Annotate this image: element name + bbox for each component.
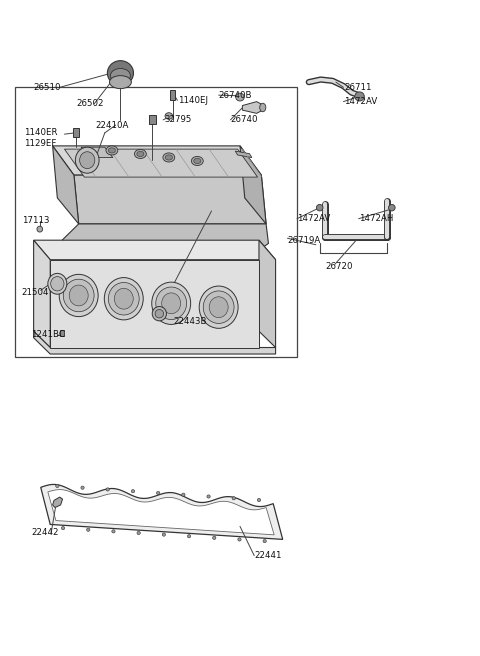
Ellipse shape	[61, 527, 65, 530]
Bar	[14, 87, 297, 358]
Polygon shape	[81, 147, 113, 157]
Ellipse shape	[114, 289, 133, 309]
Ellipse shape	[137, 531, 140, 535]
Ellipse shape	[238, 538, 241, 541]
Ellipse shape	[162, 293, 180, 314]
Ellipse shape	[355, 92, 364, 101]
Text: 17113: 17113	[22, 216, 49, 225]
Ellipse shape	[162, 533, 166, 536]
Ellipse shape	[156, 287, 187, 319]
Text: 26720: 26720	[325, 262, 353, 271]
Ellipse shape	[106, 488, 109, 491]
Ellipse shape	[165, 113, 173, 119]
Ellipse shape	[263, 539, 266, 543]
Ellipse shape	[108, 148, 116, 153]
Ellipse shape	[108, 283, 139, 315]
Ellipse shape	[134, 150, 146, 159]
Bar	[149, 115, 156, 125]
Ellipse shape	[388, 205, 395, 211]
Text: 21504: 21504	[22, 288, 49, 297]
Ellipse shape	[51, 277, 64, 291]
Text: 26740: 26740	[230, 115, 258, 125]
Polygon shape	[74, 175, 266, 224]
Text: 22410A: 22410A	[96, 121, 129, 130]
Ellipse shape	[199, 286, 238, 328]
Ellipse shape	[192, 156, 203, 165]
Polygon shape	[240, 146, 266, 224]
Ellipse shape	[106, 146, 118, 155]
Ellipse shape	[48, 274, 67, 294]
Ellipse shape	[81, 486, 84, 489]
Polygon shape	[53, 497, 62, 508]
Ellipse shape	[236, 93, 244, 101]
Text: 1472AV: 1472AV	[297, 215, 330, 223]
Polygon shape	[242, 102, 263, 113]
Polygon shape	[64, 149, 258, 177]
Bar	[170, 90, 176, 100]
Text: 1140ER: 1140ER	[24, 129, 58, 137]
Polygon shape	[53, 146, 79, 224]
Polygon shape	[259, 240, 276, 348]
Polygon shape	[41, 484, 283, 539]
Polygon shape	[235, 151, 252, 157]
Ellipse shape	[109, 75, 132, 89]
Polygon shape	[62, 224, 268, 256]
Polygon shape	[48, 489, 274, 535]
Ellipse shape	[75, 147, 99, 173]
Ellipse shape	[156, 491, 160, 495]
Ellipse shape	[232, 497, 235, 500]
Ellipse shape	[152, 306, 167, 321]
Bar	[60, 330, 64, 337]
Ellipse shape	[165, 155, 172, 160]
Text: 26711: 26711	[344, 83, 372, 92]
Ellipse shape	[316, 205, 323, 211]
Ellipse shape	[257, 499, 261, 502]
Ellipse shape	[203, 291, 234, 323]
Ellipse shape	[260, 103, 266, 112]
Ellipse shape	[112, 530, 115, 533]
Polygon shape	[34, 240, 276, 260]
Text: 26719A: 26719A	[288, 236, 321, 245]
Ellipse shape	[155, 310, 164, 318]
Ellipse shape	[80, 152, 95, 169]
Polygon shape	[50, 260, 259, 348]
Ellipse shape	[187, 535, 191, 538]
Ellipse shape	[152, 282, 191, 325]
Polygon shape	[34, 240, 50, 348]
Ellipse shape	[137, 152, 144, 157]
Polygon shape	[34, 331, 276, 354]
Ellipse shape	[213, 536, 216, 539]
Text: 1140EJ: 1140EJ	[179, 96, 208, 105]
Text: 26502: 26502	[76, 99, 104, 108]
Ellipse shape	[194, 158, 201, 163]
Text: 1129EF: 1129EF	[24, 139, 57, 148]
Polygon shape	[53, 146, 261, 175]
Ellipse shape	[59, 274, 98, 317]
Text: 22442: 22442	[31, 528, 59, 537]
Bar	[72, 129, 79, 137]
Text: 26510: 26510	[34, 83, 61, 92]
Ellipse shape	[104, 277, 143, 320]
Ellipse shape	[110, 68, 131, 83]
Ellipse shape	[108, 60, 133, 85]
Ellipse shape	[182, 493, 185, 497]
Ellipse shape	[209, 297, 228, 318]
Text: 22441: 22441	[254, 551, 282, 560]
Ellipse shape	[207, 495, 210, 498]
Text: 1472AH: 1472AH	[359, 215, 393, 223]
Ellipse shape	[37, 226, 43, 232]
Ellipse shape	[63, 279, 94, 312]
Ellipse shape	[163, 153, 175, 162]
Text: 26740B: 26740B	[219, 91, 252, 100]
Ellipse shape	[86, 528, 90, 531]
Text: 22443B: 22443B	[174, 317, 207, 326]
Ellipse shape	[69, 285, 88, 306]
Text: 32795: 32795	[164, 115, 192, 125]
Text: 1472AV: 1472AV	[344, 97, 378, 106]
Ellipse shape	[132, 489, 134, 493]
Ellipse shape	[56, 484, 59, 487]
Text: 1241BC: 1241BC	[31, 330, 65, 339]
